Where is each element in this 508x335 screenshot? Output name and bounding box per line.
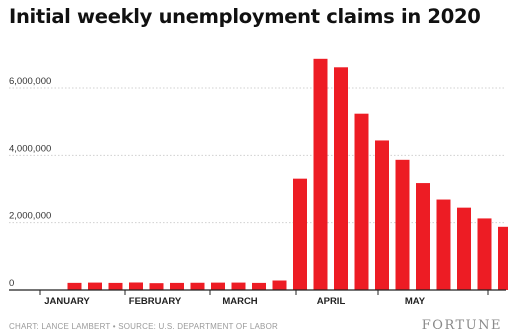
bar [129, 282, 143, 290]
x-month-label: MAY [405, 296, 426, 307]
bar [170, 282, 184, 290]
bar [190, 282, 205, 290]
bar [272, 280, 287, 290]
bar [477, 218, 492, 290]
bar [293, 178, 307, 290]
y-tick-label: 6,000,000 [9, 76, 51, 87]
bar [149, 283, 164, 290]
bar [211, 282, 225, 290]
bar [231, 282, 246, 290]
bar [395, 159, 410, 290]
bar [457, 207, 471, 290]
x-month-label: MARCH [222, 296, 257, 307]
x-month-label: FEBRUARY [129, 296, 182, 307]
bar [67, 282, 82, 290]
chart-source: CHART: LANCE LAMBERT • SOURCE: U.S. DEPA… [9, 322, 278, 331]
bar [252, 282, 266, 290]
x-month-label: APRIL [317, 296, 346, 307]
bar [375, 140, 389, 290]
chart-title: Initial weekly unemployment claims in 20… [9, 5, 481, 28]
fortune-logo: FORTUNE [421, 318, 502, 333]
bar [354, 113, 369, 290]
x-month-label: JANUARY [44, 296, 90, 307]
y-tick-label: 2,000,000 [9, 211, 51, 222]
bar [334, 67, 348, 290]
y-tick-label: 0 [9, 278, 14, 289]
bar [108, 282, 123, 290]
bar [436, 199, 451, 290]
bar [88, 282, 102, 290]
bar [313, 58, 328, 290]
bar [498, 226, 508, 290]
bar [416, 183, 430, 290]
y-tick-label: 4,000,000 [9, 143, 51, 154]
